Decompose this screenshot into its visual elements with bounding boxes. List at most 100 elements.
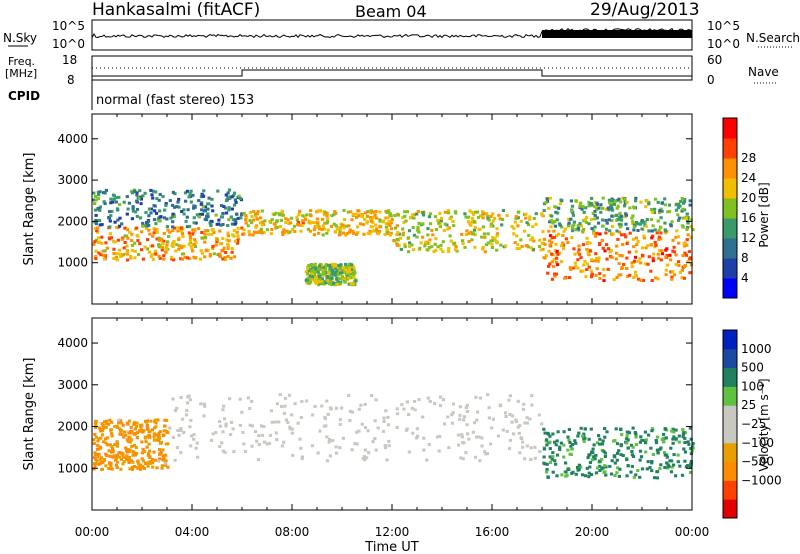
velocity-cell: [228, 397, 232, 401]
power-cell: [663, 229, 668, 233]
velocity-cell: [605, 430, 609, 434]
power-cell: [656, 252, 660, 256]
power-cell: [349, 268, 353, 271]
power-cell: [434, 228, 439, 231]
power-cell: [540, 242, 544, 246]
power-cell: [635, 221, 639, 224]
velocity-cell: [94, 423, 98, 427]
power-cell: [401, 216, 405, 220]
power-cell: [112, 257, 116, 260]
power-cell: [664, 273, 668, 277]
power-cell: [639, 222, 643, 226]
power-cell: [202, 194, 206, 198]
velocity-cell: [498, 403, 502, 407]
power-cell: [329, 279, 333, 283]
velocity-cell: [625, 430, 629, 434]
velocity-cell: [491, 417, 495, 421]
power-cell: [102, 200, 106, 204]
velocity-cell: [186, 401, 190, 405]
power-cell: [442, 229, 446, 233]
power-cell: [632, 228, 636, 232]
power-cell: [240, 226, 244, 230]
power-cell: [330, 276, 334, 280]
velocity-cell: [688, 426, 692, 430]
power-cell: [209, 223, 213, 227]
velocity-cell: [386, 423, 391, 427]
power-cell: [576, 224, 580, 228]
velocity-cell: [147, 442, 151, 446]
power-cell: [562, 247, 566, 251]
power-cell: [139, 197, 143, 201]
velocity-cell: [425, 458, 429, 462]
velocity-cell: [334, 451, 339, 455]
power-cell: [386, 216, 390, 220]
velocity-cell: [575, 466, 580, 469]
power-cell: [516, 216, 520, 220]
power-cell: [406, 236, 411, 240]
velocity-cell: [168, 426, 172, 430]
power-cell: [553, 272, 557, 276]
power-cell: [284, 217, 288, 221]
velocity-cell: [94, 419, 98, 423]
velocity-cell: [220, 441, 224, 445]
power-cell: [319, 209, 323, 213]
velocity-cell: [510, 420, 514, 424]
power-cell: [194, 240, 198, 244]
power-cell: [123, 234, 127, 238]
power-cell: [383, 233, 387, 237]
power-cell: [121, 253, 125, 257]
velocity-cell: [138, 429, 142, 433]
power-cell: [447, 211, 451, 215]
power-cell: [563, 227, 567, 231]
velocity-cell: [148, 455, 152, 459]
power-cell: [388, 212, 392, 216]
power-cell: [389, 221, 393, 225]
power-cell: [191, 228, 195, 232]
power-cell: [473, 233, 477, 237]
power-cell: [415, 212, 419, 216]
power-cell: [108, 232, 112, 236]
power-cell: [344, 233, 348, 237]
power-cell: [570, 209, 574, 213]
power-cell: [569, 267, 573, 271]
power-cell: [324, 263, 328, 267]
power-cell: [194, 256, 198, 260]
power-cell: [120, 237, 124, 241]
power-cell: [530, 236, 535, 240]
velocity-cell: [310, 413, 315, 417]
power-cell: [538, 238, 542, 242]
power-cell: [578, 204, 582, 208]
power-cell: [670, 277, 674, 281]
power-cell: [203, 255, 207, 259]
power-cell: [640, 253, 645, 257]
power-cell: [670, 220, 674, 224]
power-cell: [525, 221, 529, 225]
power-colorbar-tick: 4: [741, 271, 749, 285]
y-tick-label: 1000: [57, 461, 88, 475]
power-cell: [229, 256, 233, 260]
power-cell: [593, 210, 597, 213]
power-cell: [248, 210, 252, 214]
power-cell: [430, 245, 434, 249]
velocity-cell: [451, 402, 456, 406]
velocity-cell: [350, 410, 354, 414]
velocity-cell: [569, 453, 573, 456]
power-cell: [329, 224, 334, 228]
power-cell: [412, 233, 417, 237]
power-cell: [200, 208, 204, 212]
power-cell: [333, 273, 337, 277]
nave-label: Nave: [748, 65, 779, 79]
velocity-cell: [327, 440, 331, 444]
power-cell: [340, 268, 344, 272]
power-cell: [176, 200, 180, 204]
power-cell: [439, 243, 443, 247]
power-cell: [369, 215, 373, 219]
power-cell: [116, 238, 120, 242]
power-cell: [513, 241, 517, 245]
power-cell: [230, 207, 234, 211]
power-cell: [634, 199, 638, 203]
velocity-cell: [665, 455, 669, 459]
power-cell: [593, 213, 597, 217]
power-cell: [578, 252, 582, 256]
power-cell: [523, 229, 527, 233]
